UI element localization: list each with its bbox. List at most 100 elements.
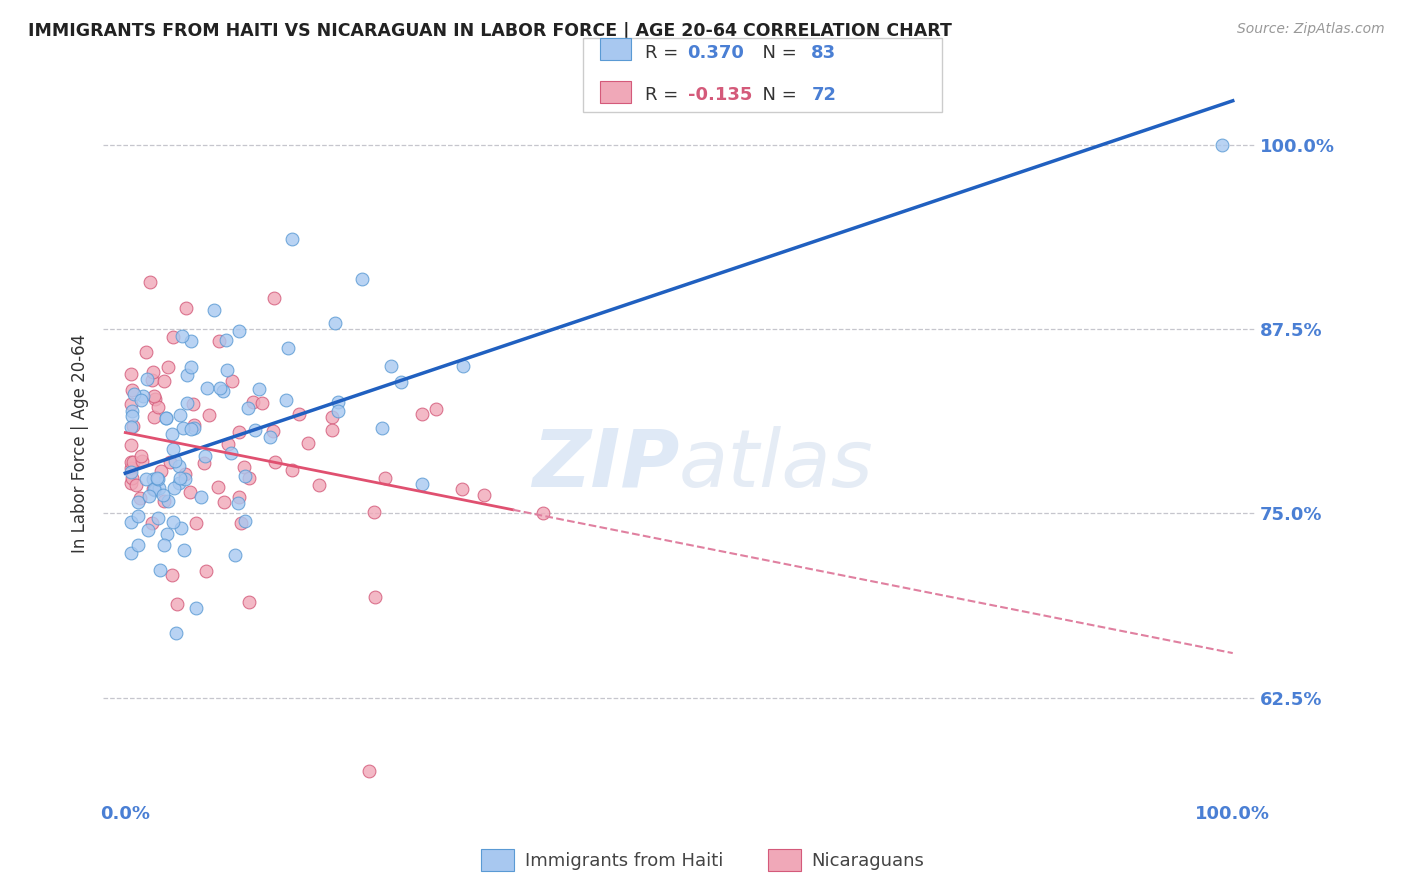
Point [148,481,170,495]
Point [146,471,169,485]
Point [135,371,157,385]
Point [364,591,387,605]
Text: -0.135: -0.135 [688,87,752,104]
Point [162,515,184,529]
Point [142,410,165,425]
Point [357,764,380,779]
Point [229,516,252,531]
Point [149,464,172,478]
Point [169,471,191,485]
Point [472,488,495,502]
Point [263,291,285,305]
Text: ZIP: ZIP [531,425,679,504]
Point [152,488,174,502]
Point [153,374,176,388]
Point [120,455,142,469]
Point [219,446,242,460]
Point [259,430,281,444]
Point [121,419,143,434]
Point [217,437,239,451]
Point [233,469,256,483]
Point [129,491,152,505]
Point [160,567,183,582]
Point [326,404,349,418]
Point [142,472,165,486]
Text: R =: R = [645,44,685,62]
Point [143,389,166,403]
Point [142,483,165,497]
Point [139,275,162,289]
Point [233,514,256,528]
Point [184,601,207,615]
Point [224,548,246,562]
Point [411,407,433,421]
Point [281,232,304,246]
Point [228,324,250,338]
Point [121,409,143,424]
Y-axis label: In Labor Force | Age 20-64: In Labor Force | Age 20-64 [72,334,89,553]
Text: 83: 83 [811,44,837,62]
Point [215,333,238,347]
Point [281,463,304,477]
Point [183,420,205,434]
Point [138,523,160,537]
Point [228,490,250,504]
Point [141,516,163,531]
Point [181,396,204,410]
Point [186,516,208,531]
Point [156,359,179,374]
Point [156,493,179,508]
Point [221,374,243,388]
Legend: Immigrants from Haiti, Nicaraguans: Immigrants from Haiti, Nicaraguans [474,842,932,879]
Point [204,303,226,318]
Text: 72: 72 [811,87,837,104]
Point [162,427,184,442]
Point [143,392,166,407]
Point [374,471,396,485]
Point [169,408,191,422]
Point [155,526,177,541]
Point [247,382,270,396]
Point [1211,138,1233,153]
Text: N =: N = [751,44,803,62]
Point [262,425,284,439]
Point [121,383,143,397]
Point [321,423,343,437]
Point [172,421,194,435]
Point [363,505,385,519]
Point [212,384,235,399]
Point [533,506,555,520]
Point [180,334,202,348]
Point [121,471,143,485]
Point [250,395,273,409]
Text: 0.370: 0.370 [688,44,744,62]
Point [209,381,232,395]
Point [453,359,475,373]
Point [228,425,250,439]
Point [120,466,142,480]
Point [180,422,202,436]
Point [242,394,264,409]
Point [264,455,287,469]
Point [155,410,177,425]
Point [124,478,146,492]
Point [352,272,374,286]
Point [207,480,229,494]
Text: N =: N = [751,87,803,104]
Point [166,597,188,611]
Point [162,330,184,344]
Point [120,397,142,411]
Point [122,387,145,401]
Point [142,365,165,379]
Point [142,482,165,496]
Point [380,359,402,373]
Point [190,490,212,504]
Point [195,381,218,395]
Point [238,471,260,485]
Point [146,511,169,525]
Point [165,625,187,640]
Point [208,334,231,348]
Point [308,477,330,491]
Point [149,563,172,577]
Point [174,471,197,485]
